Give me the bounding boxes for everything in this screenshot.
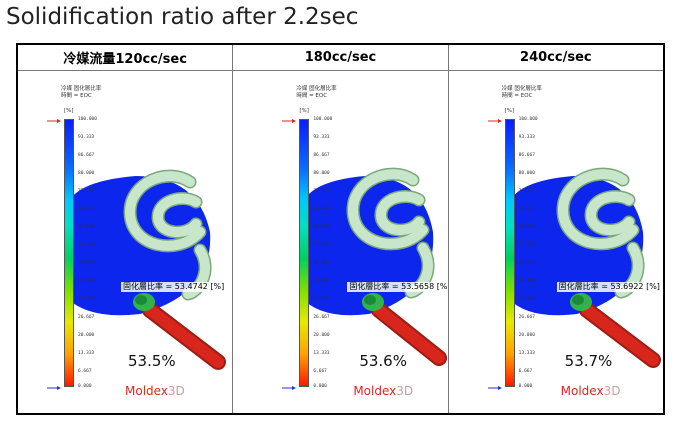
tick-label: 100.000 [78, 117, 97, 122]
tick-label: 60.000 [78, 225, 95, 230]
legend-max-arrow-icon [47, 119, 61, 123]
tick-label: 40.000 [518, 279, 535, 284]
legend-unit: [%] [64, 108, 74, 114]
tick-label: 20.000 [78, 333, 95, 338]
colorbar [504, 119, 515, 387]
tick-label: 73.333 [518, 189, 535, 194]
simulation-view: 冷媒 固化層比率 時間 = EOC [%] [449, 72, 663, 413]
panel-240cc: 240cc/sec 冷媒 固化層比率 時間 = EOC [%] [447, 45, 663, 413]
tick-label: 86.667 [313, 153, 330, 158]
tick-label: 33.333 [78, 297, 95, 302]
tick-label: 26.667 [313, 315, 330, 320]
tick-label: 60.000 [313, 225, 330, 230]
tick-label: 73.333 [313, 189, 330, 194]
mold-sphere [506, 176, 643, 316]
result-percentage: 53.5% [128, 352, 176, 370]
tick-label: 86.667 [78, 153, 95, 158]
result-percentage: 53.6% [359, 352, 407, 370]
tick-label: 46.667 [313, 261, 330, 266]
tick-label: 66.667 [518, 207, 535, 212]
panel-header: 240cc/sec [448, 45, 663, 71]
tick-label: 53.333 [313, 243, 330, 248]
tick-label: 26.667 [518, 315, 535, 320]
panel-header: 冷媒流量120cc/sec [18, 45, 233, 71]
probe-readout: 固化層比率 = 53.5658 [%] [347, 282, 448, 292]
tick-label: 0.000 [78, 384, 92, 389]
slide-title: Solidification ratio after 2.2sec [6, 4, 359, 30]
probe-readout: 固化層比率 = 53.6922 [%] [556, 282, 662, 292]
legend-title: 冷媒 固化層比率 時間 = EOC [501, 86, 542, 99]
tick-label: 80.000 [518, 171, 535, 176]
tick-label: 20.000 [518, 333, 535, 338]
legend-min-arrow-icon [487, 386, 502, 390]
mold-sphere [65, 176, 211, 316]
moldex3d-logo: Moldex3D [560, 384, 621, 398]
tick-label: 60.000 [518, 225, 535, 230]
tick-label: 33.333 [313, 297, 330, 302]
tick-label: 93.333 [78, 135, 95, 140]
result-percentage: 53.7% [564, 352, 613, 370]
tick-label: 80.000 [78, 171, 95, 176]
tick-label: 40.000 [313, 279, 330, 284]
tick-label: 66.667 [78, 207, 95, 212]
tick-label: 86.667 [518, 153, 535, 158]
tick-label: 26.667 [78, 315, 95, 320]
model-render [65, 169, 226, 370]
legend-max-arrow-icon [282, 119, 297, 123]
legend-min-arrow-icon [282, 386, 297, 390]
tick-label: 73.333 [78, 189, 95, 194]
comparison-grid: 冷媒流量120cc/sec 冷媒 固化層比率 時間 = EOC [%] [16, 43, 665, 415]
tick-label: 53.333 [78, 243, 95, 248]
panel-header: 180cc/sec [233, 45, 448, 71]
probe-readout: 固化層比率 = 53.4742 [%] [121, 282, 227, 292]
tick-label: 100.000 [313, 117, 333, 122]
colorbar [299, 119, 310, 387]
tick-label: 0.000 [518, 384, 533, 389]
simulation-view: 冷媒 固化層比率 時間 = EOC [%] [18, 72, 232, 413]
tick-label: 0.000 [313, 384, 327, 389]
tick-label: 80.000 [313, 171, 330, 176]
tick-label: 20.000 [313, 333, 330, 338]
legend-unit: [%] [299, 108, 309, 114]
model-render [301, 167, 448, 366]
tick-label: 93.333 [518, 135, 535, 140]
tick-label: 46.667 [518, 261, 535, 266]
moldex3d-logo: Moldex3D [125, 384, 185, 398]
tick-label: 100.000 [518, 117, 538, 122]
tick-label: 33.333 [518, 297, 535, 302]
moldex3d-logo: Moldex3D [353, 384, 414, 398]
tick-label: 6.667 [518, 369, 533, 374]
simulation-view: 冷媒 固化層比率 時間 = EOC [%] [233, 72, 448, 413]
legend-title: 冷媒 固化層比率 時間 = EOC [61, 86, 102, 99]
tick-label: 13.333 [518, 351, 535, 356]
legend-unit: [%] [504, 108, 515, 114]
mold-sphere [301, 176, 434, 316]
legend-min-arrow-icon [47, 386, 61, 390]
tick-label: 6.667 [78, 369, 92, 374]
tick-label: 66.667 [313, 207, 330, 212]
tick-label: 6.667 [313, 369, 327, 374]
tick-label: 53.333 [518, 243, 535, 248]
panel-180cc: 180cc/sec 冷媒 固化層比率 時間 = EOC [%] [232, 45, 448, 413]
tick-label: 40.000 [78, 279, 95, 284]
legend-title: 冷媒 固化層比率 時間 = EOC [296, 86, 337, 99]
tick-label: 13.333 [78, 351, 95, 356]
legend-max-arrow-icon [487, 119, 502, 123]
panel-120cc: 冷媒流量120cc/sec 冷媒 固化層比率 時間 = EOC [%] [18, 45, 233, 413]
model-render [506, 167, 661, 368]
colorbar [64, 119, 74, 387]
tick-label: 93.333 [313, 135, 330, 140]
tick-label: 13.333 [313, 351, 330, 356]
tick-label: 46.667 [78, 261, 95, 266]
